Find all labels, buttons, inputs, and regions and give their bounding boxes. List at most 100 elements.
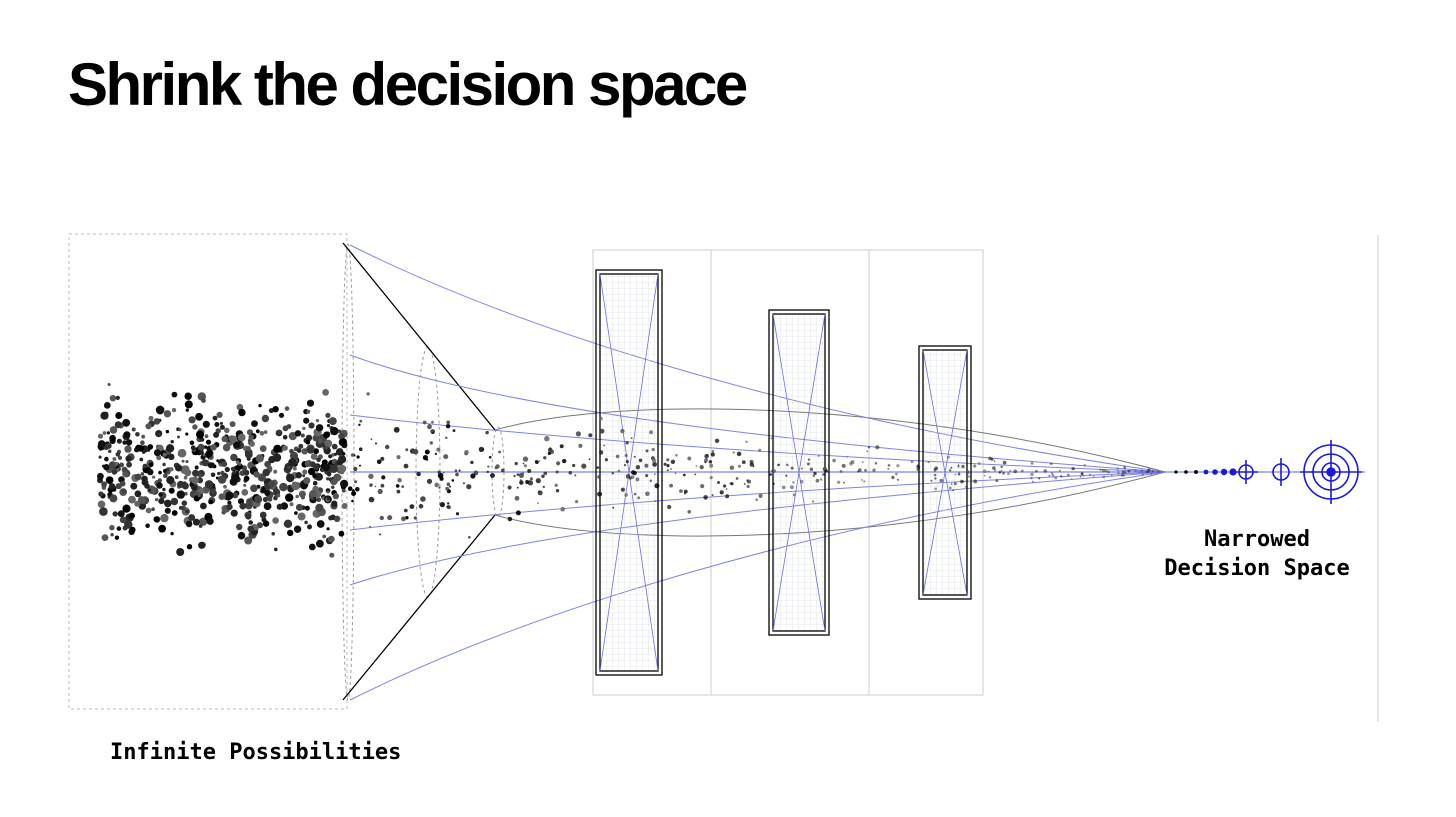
filter-box	[918, 345, 972, 600]
dot	[1030, 477, 1033, 480]
dot	[368, 496, 375, 503]
dot	[241, 465, 247, 471]
dot	[241, 489, 249, 496]
dot	[891, 475, 895, 480]
dot	[961, 464, 965, 469]
dot	[188, 416, 196, 424]
dot	[620, 487, 626, 492]
dot	[596, 466, 600, 469]
dot	[274, 547, 278, 552]
dot	[200, 502, 207, 510]
dot	[109, 494, 118, 503]
dot	[575, 431, 582, 437]
dot	[189, 440, 195, 446]
dot	[208, 499, 214, 505]
dot	[436, 447, 441, 452]
dot	[302, 426, 306, 431]
dot	[896, 464, 900, 468]
dot	[749, 462, 754, 467]
dot	[572, 463, 576, 468]
dot	[369, 483, 373, 487]
dot	[950, 466, 953, 469]
possibilities	[97, 383, 1237, 558]
dot	[285, 493, 294, 502]
dot	[495, 464, 500, 469]
dot	[147, 488, 152, 492]
dot	[861, 479, 863, 481]
dot	[323, 431, 330, 439]
dot	[276, 493, 281, 498]
dot	[309, 461, 316, 468]
dot	[273, 444, 282, 453]
dot	[158, 498, 165, 505]
dot	[264, 490, 271, 496]
dot	[316, 520, 325, 528]
dot	[588, 433, 593, 438]
dot	[439, 476, 444, 481]
dot	[1134, 469, 1137, 472]
dot	[412, 449, 419, 455]
dot	[973, 464, 977, 468]
dot	[112, 511, 118, 517]
dot	[663, 462, 667, 466]
dot	[287, 529, 294, 537]
dot	[176, 548, 185, 556]
dot	[424, 449, 430, 455]
dot	[359, 464, 361, 467]
dot	[813, 471, 817, 476]
dot	[815, 478, 820, 483]
dot	[230, 435, 238, 443]
dot	[205, 451, 212, 459]
dot	[896, 478, 900, 481]
dot	[275, 429, 283, 437]
dot	[221, 461, 228, 467]
dot	[98, 447, 103, 451]
dot	[1220, 468, 1228, 476]
dot	[111, 469, 118, 475]
dot	[192, 518, 200, 526]
dot	[547, 451, 551, 456]
dot	[145, 507, 152, 514]
dot	[162, 468, 168, 474]
dot	[725, 488, 728, 490]
dot	[957, 464, 960, 467]
dot	[377, 488, 383, 495]
dot	[134, 447, 139, 453]
dot	[140, 440, 145, 446]
dot	[119, 516, 127, 524]
dot	[259, 445, 267, 452]
dot	[574, 474, 577, 477]
dot	[229, 421, 236, 428]
dot	[286, 424, 292, 429]
dot	[785, 474, 788, 477]
dot	[197, 473, 203, 478]
filter-cross	[922, 349, 968, 596]
dot	[560, 506, 565, 512]
dot	[221, 435, 228, 443]
dot	[253, 471, 260, 478]
dot	[125, 455, 132, 462]
dot	[1141, 469, 1143, 472]
dot	[103, 464, 110, 471]
dot	[988, 476, 992, 479]
dot	[451, 479, 455, 482]
dot	[543, 471, 548, 476]
dot	[1147, 468, 1151, 472]
dot	[98, 455, 102, 459]
dot	[487, 465, 490, 468]
dot	[792, 481, 795, 484]
dot	[246, 498, 253, 505]
dot	[312, 474, 317, 478]
dot	[178, 427, 182, 432]
dot	[1194, 470, 1198, 474]
dot	[248, 434, 254, 440]
dot	[315, 473, 323, 481]
dot	[1141, 473, 1144, 476]
dot	[555, 489, 560, 493]
dot	[1156, 471, 1159, 474]
dot	[651, 447, 655, 452]
dot	[315, 418, 320, 423]
dot	[158, 470, 162, 475]
dot	[101, 481, 107, 488]
